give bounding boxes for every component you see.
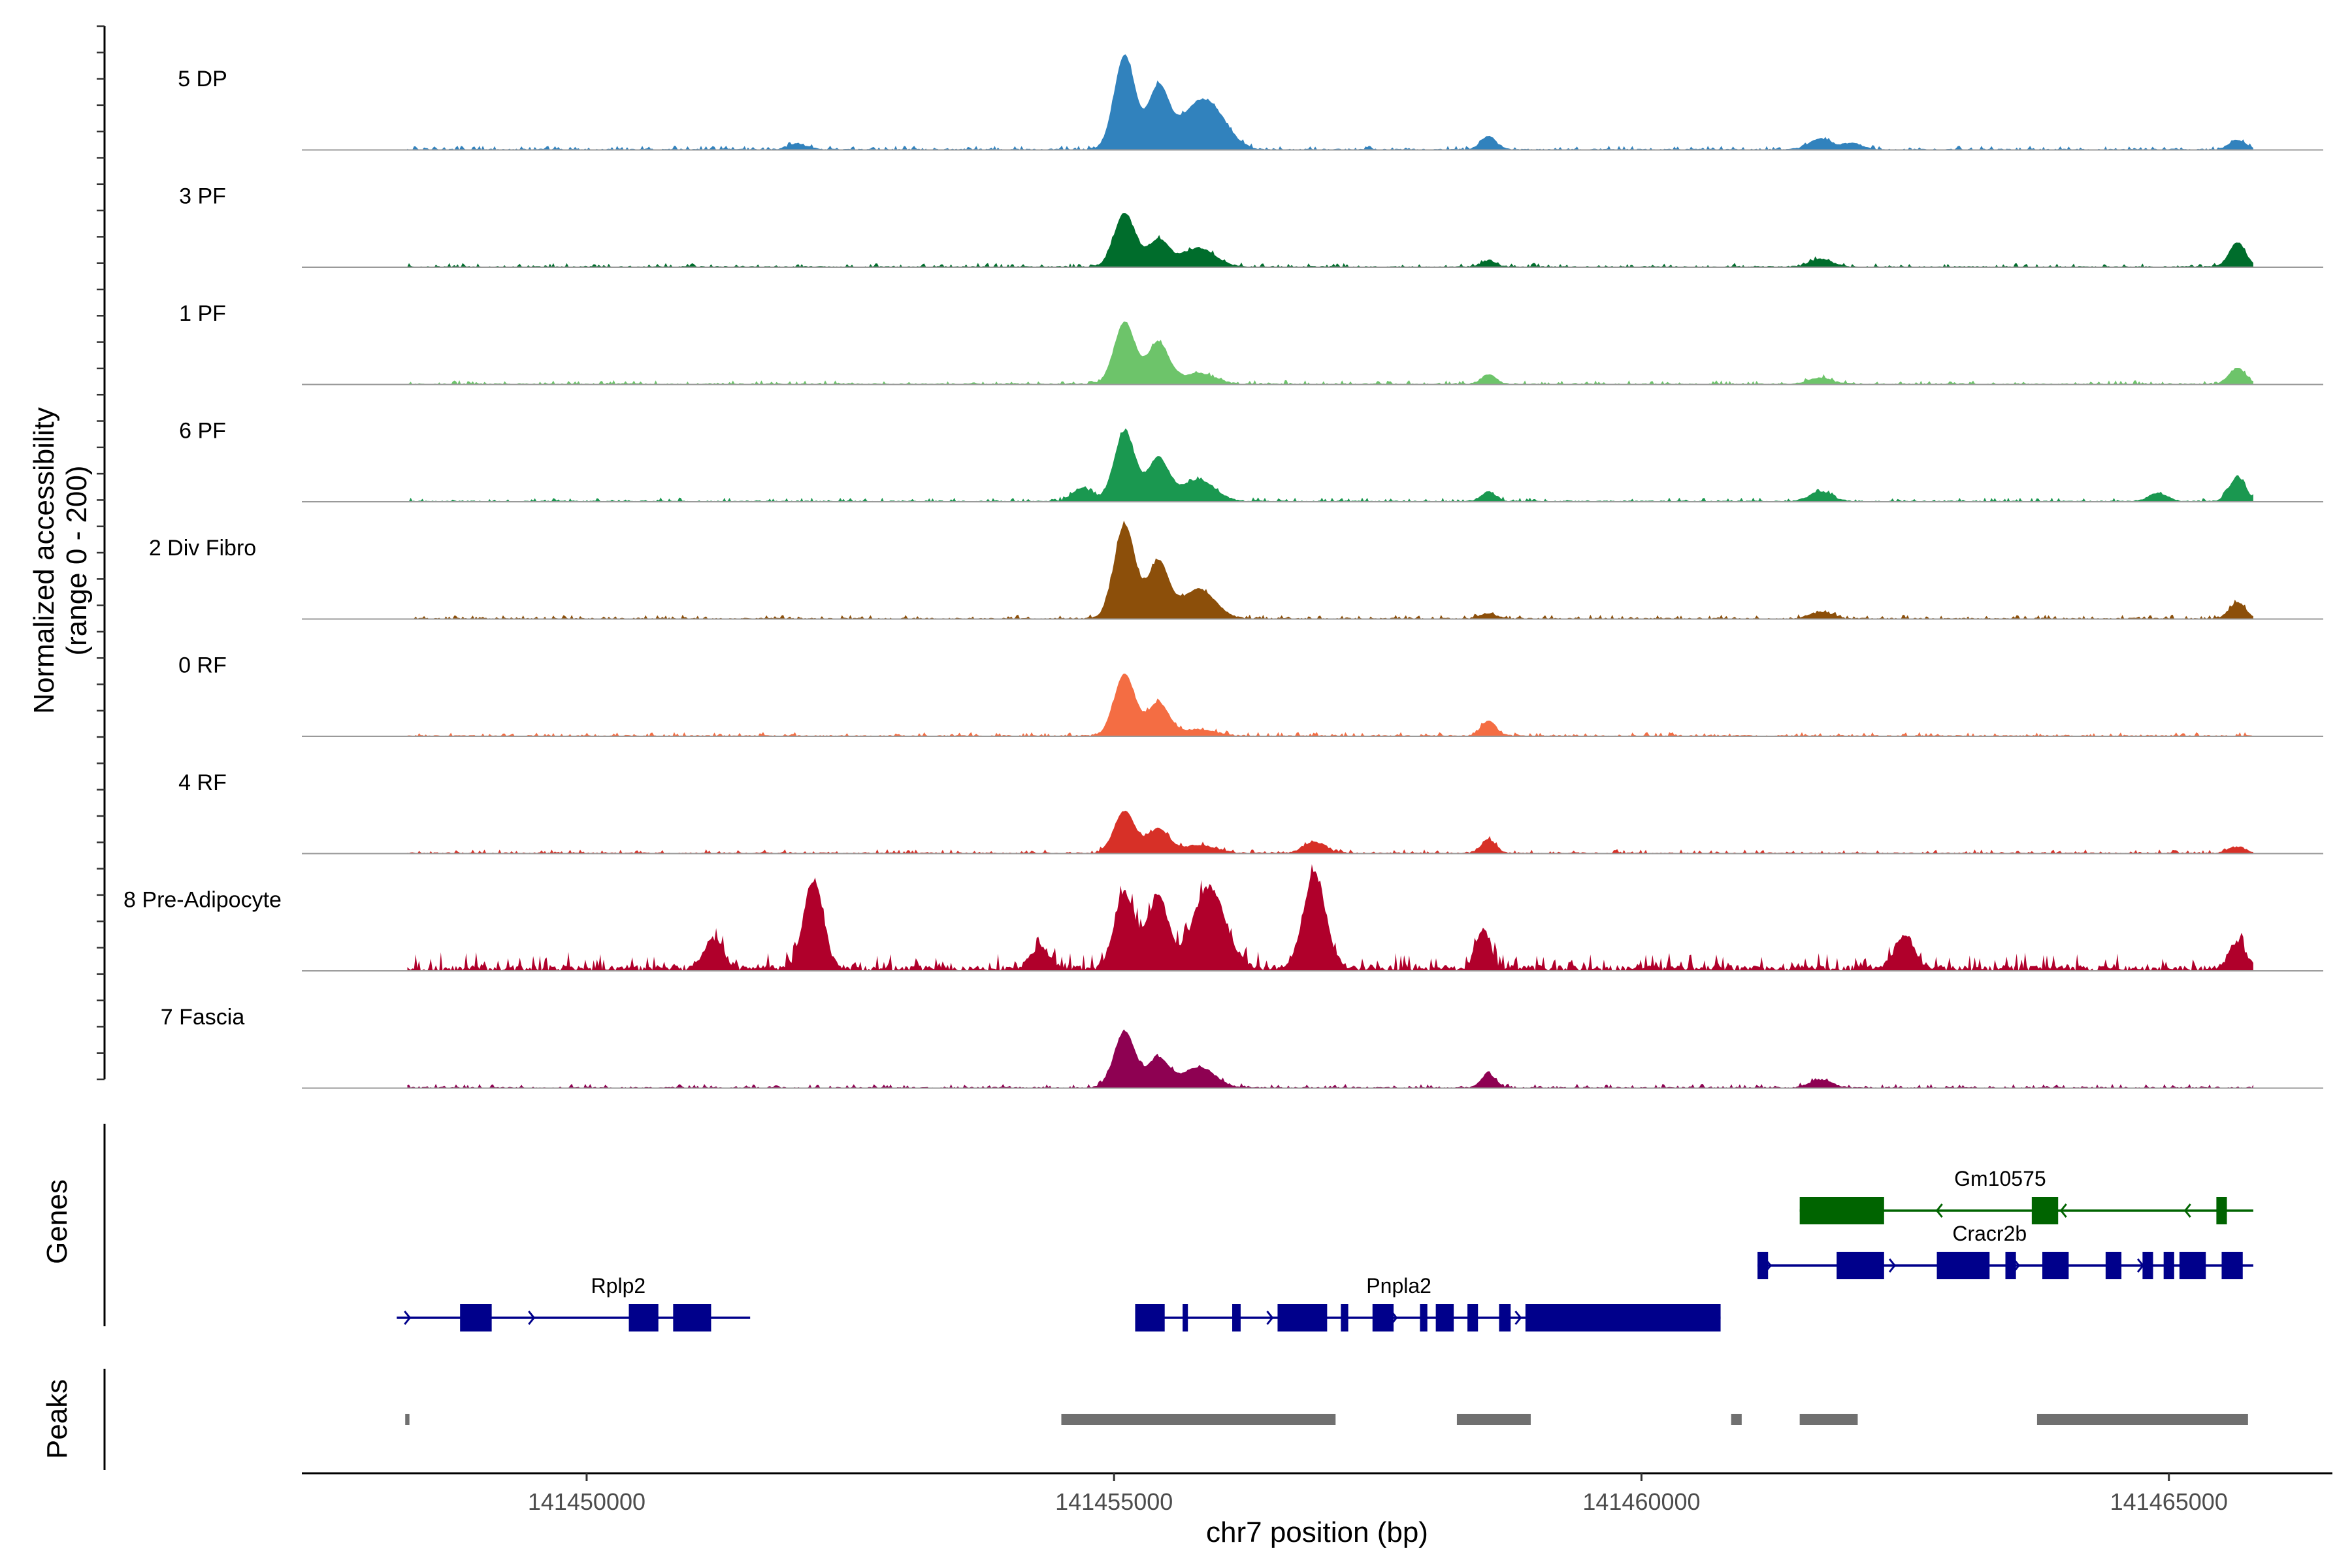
gene-exon — [1525, 1304, 1721, 1331]
coverage-area — [407, 428, 2253, 502]
x-axis: 141450000 141455000 141460000 141465000 chr7… — [302, 1472, 2332, 1548]
strand-arrow — [528, 1311, 536, 1325]
track-5-dp: 5 DP — [178, 54, 2323, 151]
strand-arrow — [2183, 1203, 2191, 1218]
coverage-area — [407, 864, 2253, 971]
track-8-pre-adipocyte: 8 Pre-Adipocyte — [123, 864, 2323, 972]
coverage-area — [407, 810, 2253, 854]
track-0-rf: 0 RF — [178, 653, 2323, 737]
peak-region — [405, 1414, 410, 1425]
y-axis: Normalized accessibility(range 0 - 200) — [28, 25, 106, 1081]
strand-arrow — [404, 1311, 412, 1325]
track-label: 7 Fascia — [161, 1005, 245, 1030]
gene-exon — [2163, 1252, 2174, 1279]
x-tick-label: 141455000 — [1055, 1488, 1173, 1515]
gene-exon — [1799, 1197, 1884, 1224]
gene-exon — [1232, 1304, 1241, 1331]
strand-arrow — [2059, 1203, 2067, 1218]
gene-rplp2: Rplp2 — [397, 1274, 751, 1331]
x-tick-label: 141450000 — [528, 1488, 645, 1515]
gene-exon — [1277, 1304, 1328, 1331]
track-7-fascia: 7 Fascia — [161, 1005, 2323, 1089]
x-tick-label: 141460000 — [1582, 1488, 1700, 1515]
peak-region — [1731, 1414, 1742, 1425]
strand-arrow — [1935, 1203, 1943, 1218]
track-label: 2 Div Fibro — [149, 536, 256, 561]
gene-exon — [2042, 1252, 2069, 1279]
gene-exon — [1183, 1304, 1188, 1331]
x-tick-label: 141465000 — [2110, 1488, 2228, 1515]
coverage-area — [407, 54, 2253, 150]
peak-region — [1799, 1414, 1858, 1425]
gene-exon — [1341, 1304, 1348, 1331]
coverage-area — [407, 673, 2253, 736]
gene-exon — [1372, 1304, 1394, 1331]
y-axis-title: Normalized accessibility(range 0 - 200) — [28, 407, 93, 713]
coverage-area — [407, 321, 2253, 385]
gene-cracr2b: Cracr2b — [1757, 1222, 2253, 1279]
strand-arrow — [1888, 1258, 1896, 1273]
gene-exon — [2031, 1197, 2059, 1224]
track-3-pf: 3 PF — [179, 184, 2323, 268]
gene-exon — [2216, 1197, 2227, 1224]
gene-label: Rplp2 — [591, 1274, 646, 1298]
gene-exon — [1936, 1252, 1990, 1279]
gene-exon — [2142, 1252, 2153, 1279]
genes-panel-label: Genes — [41, 1179, 73, 1264]
peaks-panel: Peaks — [41, 1369, 2248, 1470]
coverage-area — [407, 1029, 2253, 1088]
track-label: 0 RF — [178, 653, 227, 678]
y-axis-title-line: (range 0 - 200) — [61, 465, 93, 655]
peak-region — [1061, 1414, 1336, 1425]
track-label: 6 PF — [179, 418, 226, 443]
gene-exon — [1467, 1304, 1478, 1331]
track-label: 1 PF — [179, 301, 226, 326]
track-4-rf: 4 RF — [178, 770, 2323, 855]
track-label: 4 RF — [178, 770, 227, 795]
track-label: 3 PF — [179, 184, 226, 208]
gene-exon — [2179, 1252, 2206, 1279]
track-label: 5 DP — [178, 67, 227, 91]
gene-exon — [2105, 1252, 2122, 1279]
gene-exon — [1435, 1304, 1454, 1331]
coverage-area — [407, 213, 2253, 267]
gene-gm10575: Gm10575 — [1799, 1167, 2253, 1224]
coverage-tracks: 5 DP 3 PF 1 PF 6 PF 2 Div Fibro 0 RF 4 RF 8 Pre… — [123, 54, 2323, 1089]
gene-exon — [1135, 1304, 1165, 1331]
gene-exon — [1499, 1304, 1511, 1331]
track-6-pf: 6 PF — [179, 418, 2323, 502]
strand-arrow — [1514, 1311, 1522, 1325]
gene-exon — [1420, 1304, 1428, 1331]
gene-pnpla2: Pnpla2 — [1135, 1274, 1721, 1331]
peak-region — [2036, 1414, 2248, 1425]
gene-exon — [673, 1304, 711, 1331]
gene-exon — [629, 1304, 659, 1331]
gene-label: Gm10575 — [1954, 1167, 2046, 1190]
y-axis-title-line: Normalized accessibility — [28, 407, 60, 713]
gene-exon — [2221, 1252, 2243, 1279]
peak-region — [1456, 1414, 1531, 1425]
track-2-div-fibro: 2 Div Fibro — [149, 520, 2323, 620]
track-label: 8 Pre-Adipocyte — [123, 887, 282, 912]
x-axis-title: chr7 position (bp) — [1206, 1516, 1428, 1548]
peaks-panel-label: Peaks — [41, 1379, 73, 1459]
gene-exon — [2005, 1252, 2016, 1279]
strand-arrow — [1266, 1311, 1274, 1325]
gene-label: Pnpla2 — [1366, 1274, 1431, 1298]
track-1-pf: 1 PF — [179, 301, 2323, 385]
coverage-area — [407, 520, 2253, 619]
gene-label: Cracr2b — [1952, 1222, 2027, 1245]
gene-exon — [1837, 1252, 1884, 1279]
gene-exon — [1757, 1252, 1769, 1279]
genes-panel: Genes Rplp2 Pnpla2 Gm10575 Cracr2b — [41, 1124, 2253, 1331]
gene-exon — [460, 1304, 492, 1331]
